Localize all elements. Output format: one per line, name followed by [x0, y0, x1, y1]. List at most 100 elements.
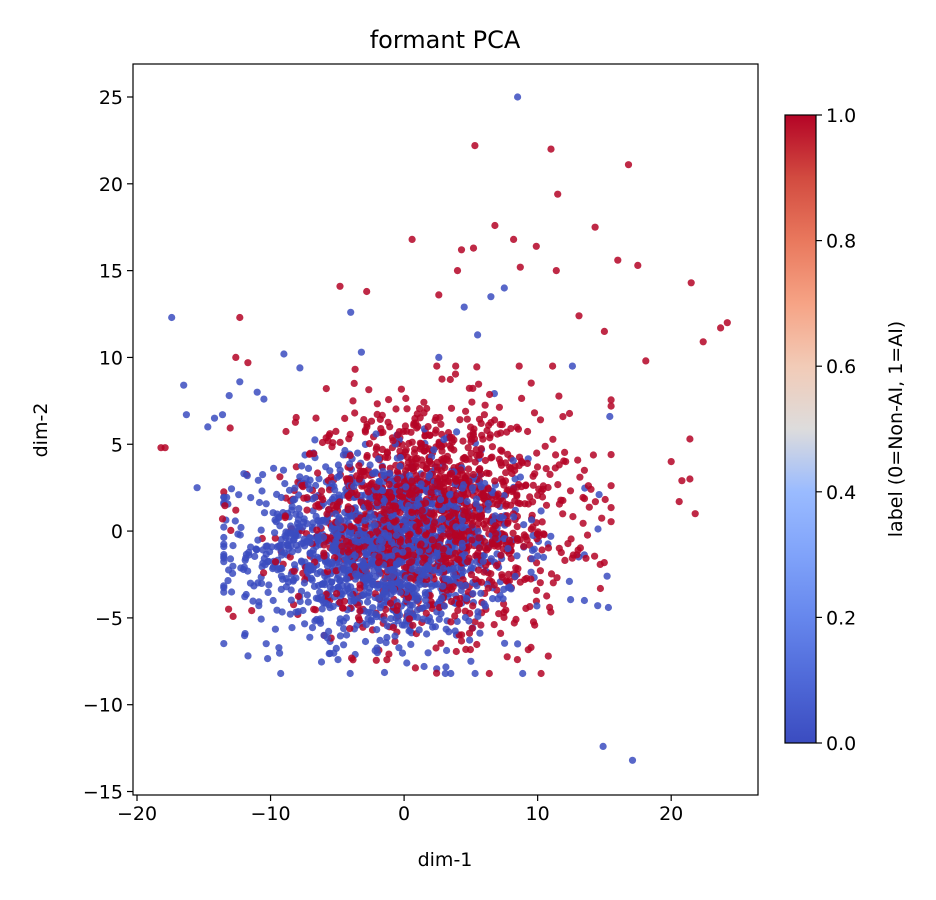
point-non-ai — [315, 475, 323, 483]
point-non-ai — [220, 533, 228, 542]
point-ai — [477, 419, 485, 427]
point-non-ai — [472, 500, 480, 508]
point-ai — [372, 656, 380, 664]
point-ai — [498, 447, 506, 455]
point-non-ai — [437, 610, 445, 618]
point-ai — [607, 451, 615, 459]
point-ai — [386, 488, 394, 496]
scatter-points — [157, 93, 731, 764]
point-ai — [356, 607, 364, 615]
point-ai — [475, 534, 483, 542]
point-non-ai — [375, 477, 383, 485]
point-ai — [454, 555, 462, 563]
point-non-ai — [437, 594, 446, 602]
point-ai — [416, 445, 424, 453]
point-non-ai — [496, 513, 504, 522]
point-non-ai — [435, 569, 443, 577]
point-non-ai — [336, 615, 344, 623]
point-ai — [367, 417, 376, 425]
point-non-ai — [460, 303, 468, 311]
point-non-ai — [333, 533, 341, 541]
point-ai — [375, 559, 383, 567]
point-ai — [513, 523, 521, 531]
point-non-ai — [236, 378, 244, 386]
point-non-ai — [351, 537, 359, 545]
point-ai — [312, 502, 320, 510]
point-non-ai — [527, 568, 535, 576]
point-ai — [723, 319, 731, 327]
point-ai — [500, 613, 508, 622]
point-ai — [529, 618, 538, 626]
point-ai — [365, 440, 374, 448]
y-tick-label: −5 — [95, 608, 123, 630]
point-ai — [361, 524, 369, 532]
point-ai — [481, 524, 490, 532]
point-non-ai — [343, 575, 351, 583]
point-ai — [582, 554, 590, 562]
point-non-ai — [365, 572, 373, 581]
point-ai — [506, 463, 514, 471]
point-non-ai — [287, 522, 295, 530]
point-non-ai — [291, 484, 299, 492]
point-non-ai — [241, 632, 249, 640]
point-ai — [290, 567, 298, 575]
point-non-ai — [406, 472, 414, 480]
point-ai — [394, 431, 402, 439]
point-non-ai — [359, 563, 367, 571]
point-non-ai — [398, 558, 406, 566]
point-non-ai — [380, 587, 388, 596]
point-ai — [232, 506, 240, 514]
point-ai — [408, 477, 416, 485]
point-ai — [498, 571, 506, 579]
point-ai — [478, 431, 486, 439]
point-ai — [491, 522, 500, 530]
point-ai — [464, 558, 472, 566]
point-ai — [477, 512, 486, 520]
point-non-ai — [337, 524, 345, 532]
point-ai — [373, 499, 381, 507]
point-ai — [520, 542, 528, 551]
point-ai — [580, 466, 589, 474]
point-non-ai — [603, 572, 611, 580]
point-non-ai — [228, 588, 236, 596]
point-ai — [314, 469, 322, 477]
point-non-ai — [251, 552, 259, 561]
point-non-ai — [362, 579, 370, 588]
point-non-ai — [371, 647, 379, 655]
point-ai — [218, 515, 227, 523]
point-non-ai — [606, 412, 614, 421]
point-non-ai — [319, 533, 328, 542]
y-tick-label: 10 — [99, 347, 123, 369]
point-non-ai — [457, 586, 465, 595]
point-non-ai — [309, 549, 317, 558]
point-ai — [495, 403, 503, 411]
point-non-ai — [438, 515, 446, 523]
point-non-ai — [405, 581, 413, 589]
point-non-ai — [220, 523, 228, 531]
point-non-ai — [442, 575, 450, 583]
point-ai — [481, 544, 489, 552]
point-ai — [468, 515, 476, 523]
point-ai — [686, 435, 694, 443]
colorbar-label: label (0=Non-AI, 1=AI) — [885, 321, 907, 537]
point-non-ai — [421, 591, 430, 599]
point-ai — [225, 605, 233, 613]
point-non-ai — [422, 602, 431, 610]
point-non-ai — [328, 546, 336, 554]
point-ai — [300, 494, 308, 502]
point-non-ai — [365, 589, 373, 597]
y-tick-label: −15 — [83, 782, 123, 804]
point-non-ai — [438, 524, 446, 533]
point-ai — [564, 540, 572, 548]
point-non-ai — [332, 644, 340, 653]
point-ai — [320, 541, 328, 549]
point-non-ai — [308, 624, 317, 632]
point-non-ai — [487, 555, 495, 563]
point-non-ai — [335, 472, 343, 480]
point-ai — [411, 664, 419, 672]
point-non-ai — [451, 627, 459, 635]
point-non-ai — [423, 562, 431, 571]
point-ai — [375, 553, 383, 561]
point-ai — [422, 609, 430, 617]
point-ai — [405, 615, 414, 623]
